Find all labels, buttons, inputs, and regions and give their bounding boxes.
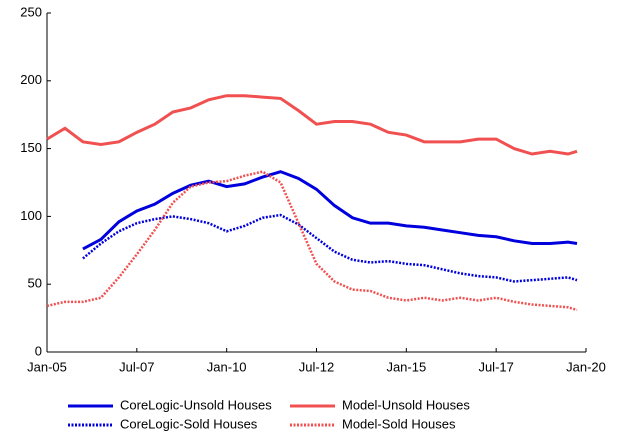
series-line — [46, 170, 578, 312]
y-tick-label: 50 — [28, 276, 42, 291]
x-tick-label: Jul-17 — [478, 359, 513, 374]
y-tick-label: 0 — [35, 343, 42, 358]
y-tick-label: 150 — [20, 140, 42, 155]
y-tick-label: 200 — [20, 72, 42, 87]
series-line — [82, 213, 578, 283]
x-tick-label: Jan-15 — [386, 359, 426, 374]
legend-label: Model-Sold Houses — [342, 416, 456, 431]
x-tick-label: Jan-05 — [27, 359, 67, 374]
legend-label: CoreLogic-Unsold Houses — [120, 397, 272, 412]
y-tick-label: 100 — [20, 208, 42, 223]
legend-label: CoreLogic-Sold Houses — [120, 416, 258, 431]
x-tick-label: Jul-07 — [119, 359, 154, 374]
series-line — [82, 170, 578, 251]
x-tick-label: Jan-20 — [566, 359, 606, 374]
y-tick-label: 250 — [20, 4, 42, 19]
x-tick-label: Jul-12 — [299, 359, 334, 374]
x-tick-label: Jan-10 — [207, 359, 247, 374]
series-line — [46, 94, 578, 156]
legend-label: Model-Unsold Houses — [342, 397, 470, 412]
